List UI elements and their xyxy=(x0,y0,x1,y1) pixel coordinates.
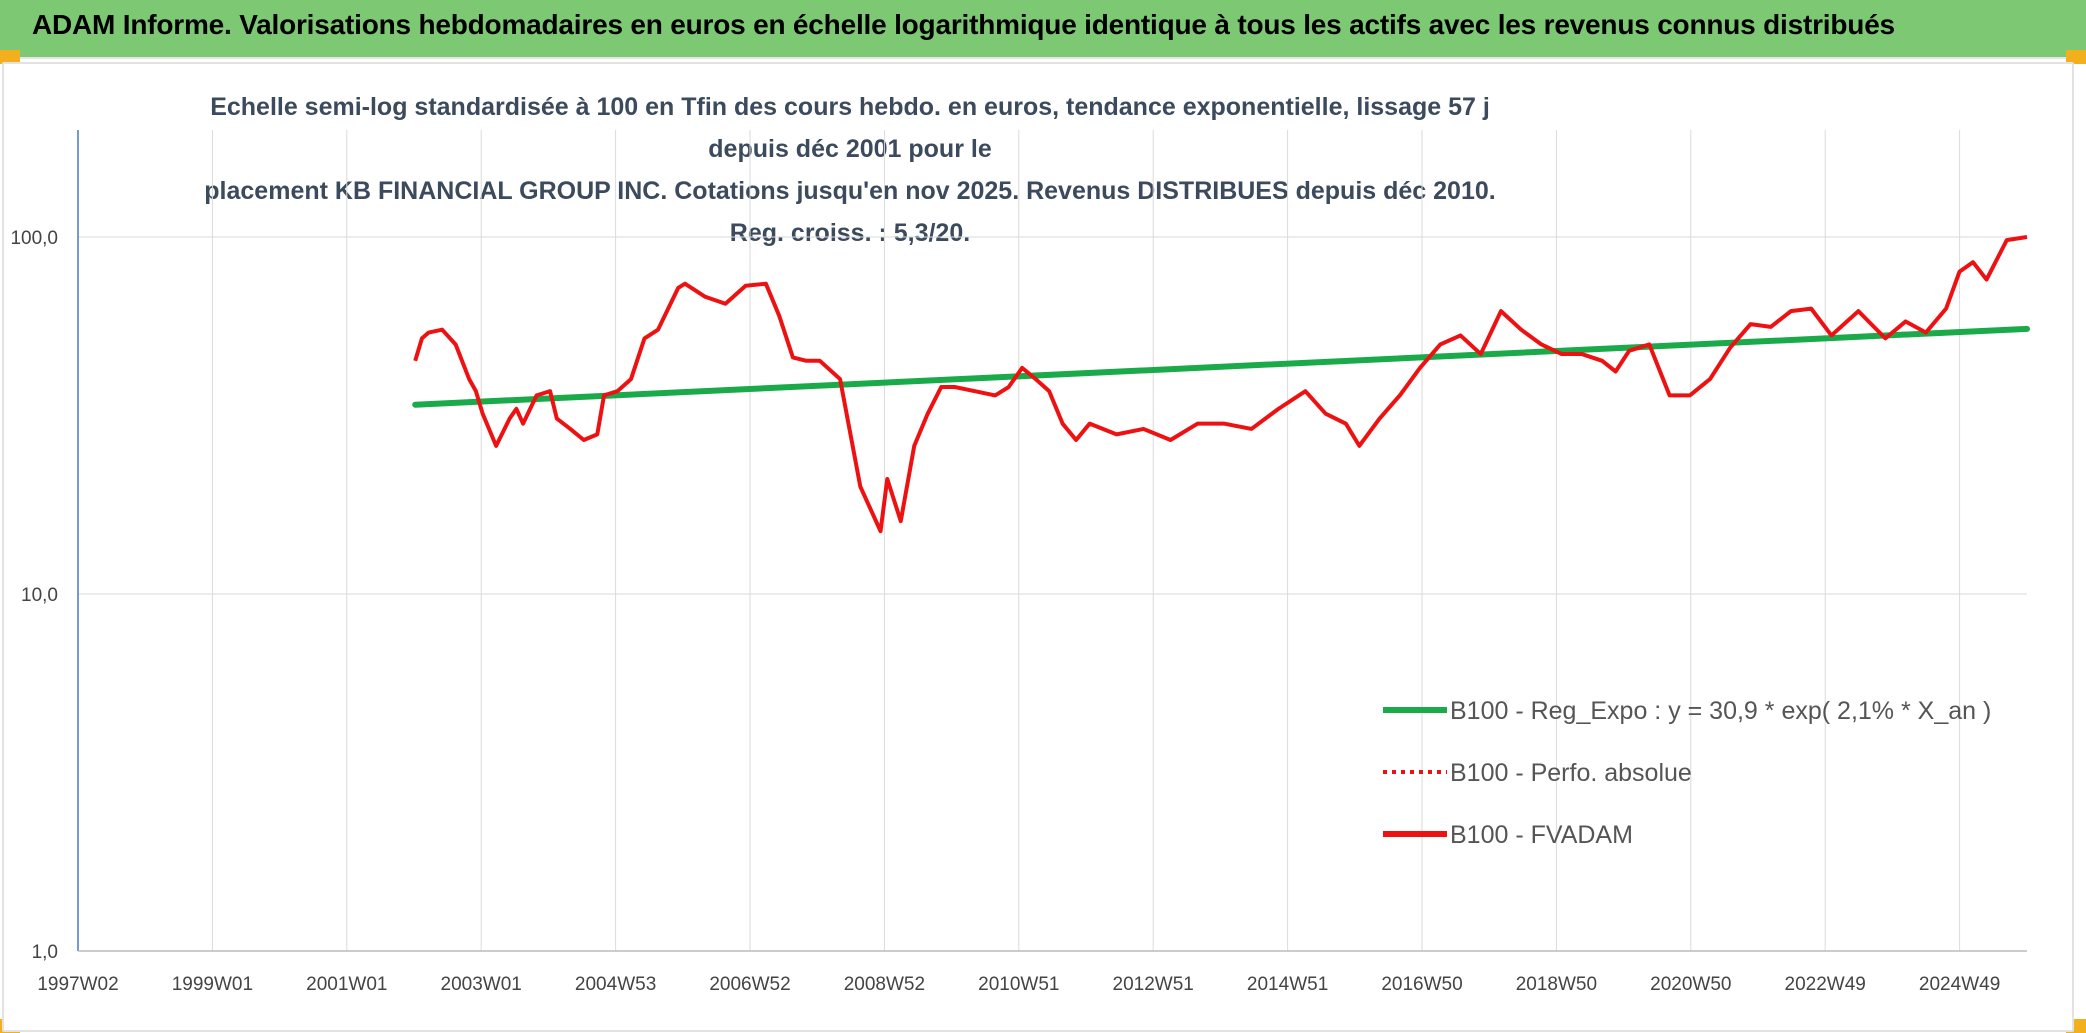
legend-label: B100 - FVADAM xyxy=(1450,821,1633,849)
x-tick-label: 2004W53 xyxy=(575,974,656,995)
fvadam-line xyxy=(413,235,2028,534)
x-tick-label: 2014W51 xyxy=(1247,974,1328,995)
y-tick-label: 1,0 xyxy=(32,942,58,963)
x-tick-label: 2016W50 xyxy=(1381,974,1462,995)
x-tick-label: 2012W51 xyxy=(1113,974,1194,995)
y-tick-label: 100,0 xyxy=(10,228,58,249)
x-tick-label: 2024W49 xyxy=(1919,974,2000,995)
y-tick-label: 10,0 xyxy=(21,585,58,606)
x-tick-label: 2020W50 xyxy=(1650,974,1731,995)
x-tick-label: 2008W52 xyxy=(844,974,925,995)
x-tick-label: 2018W50 xyxy=(1516,974,1597,995)
chart-frame xyxy=(2,62,2074,1032)
x-tick-label: 2003W01 xyxy=(441,974,522,995)
x-tick-label: 1997W02 xyxy=(37,974,118,995)
x-tick-label: 2006W52 xyxy=(709,974,790,995)
chart-title: Echelle semi-log standardisée à 100 en T… xyxy=(200,86,1500,254)
legend-label: B100 - Perfo. absolue xyxy=(1450,759,1692,787)
chart-title-line1: Echelle semi-log standardisée à 100 en T… xyxy=(210,93,1490,163)
x-tick-label: 2010W51 xyxy=(978,974,1059,995)
left-corner-accent xyxy=(0,50,20,64)
right-corner-accent xyxy=(2066,50,2086,64)
report-banner: ADAM Informe. Valorisations hebdomadaire… xyxy=(0,0,2086,59)
x-tick-label: 2022W49 xyxy=(1785,974,1866,995)
x-tick-label: 2001W01 xyxy=(306,974,387,995)
regression-line xyxy=(412,325,2030,408)
legend-label: B100 - Reg_Expo : y = 30,9 * exp( 2,1% *… xyxy=(1450,697,1991,725)
chart-title-line2: placement KB FINANCIAL GROUP INC. Cotati… xyxy=(204,177,1496,247)
report-title: ADAM Informe. Valorisations hebdomadaire… xyxy=(32,9,1895,40)
x-tick-label: 1999W01 xyxy=(172,974,253,995)
